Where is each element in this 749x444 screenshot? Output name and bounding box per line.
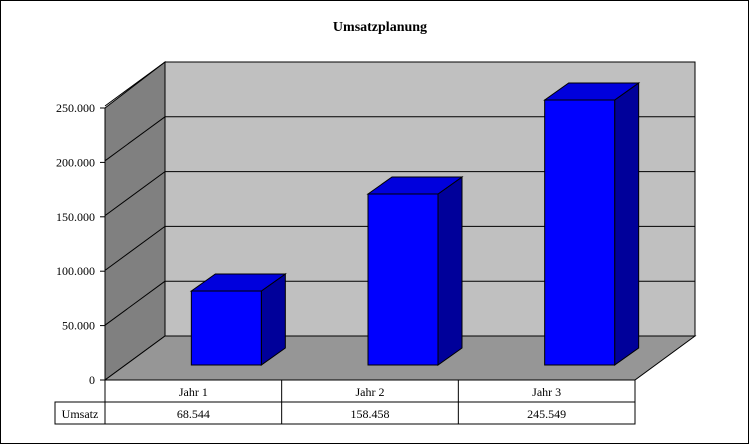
bar-front: [190, 290, 262, 366]
data-label: 68.544: [177, 407, 210, 421]
x-tick-label: Jahr 3: [532, 385, 561, 399]
table-row-label: Umsatz: [62, 407, 99, 421]
gridline-side: [104, 61, 166, 107]
gridline-side: [104, 280, 166, 326]
bar-side: [437, 176, 463, 366]
y-tick-label: 100.000: [56, 264, 95, 278]
data-label: 245.549: [527, 407, 566, 421]
bars: [189, 82, 641, 366]
y-tick-label: 150.000: [56, 210, 95, 224]
bar-front: [367, 193, 439, 366]
gridline-side: [104, 225, 166, 271]
x-tick-label: Jahr 1: [179, 385, 208, 399]
data-label: 158.458: [351, 407, 390, 421]
y-tick-label: 200.000: [56, 155, 95, 169]
chart-title: Umsatzplanung: [333, 20, 427, 35]
y-axis: 0 50.000 100.000 150.000 200.000 250.000: [56, 101, 105, 387]
bar-side: [614, 82, 640, 366]
bar: [366, 176, 464, 366]
data-table: Jahr 1 Jahr 2 Jahr 3 Umsatz 68.544 158.458 245…: [54, 379, 636, 425]
gridline-side: [104, 116, 166, 162]
gridline-side: [104, 171, 166, 217]
bar: [543, 82, 641, 366]
value-row: [54, 401, 636, 425]
y-tick-label: 50.000: [62, 319, 95, 333]
y-tick-label: 0: [89, 373, 95, 387]
bar-front: [544, 99, 616, 366]
x-tick-label: Jahr 2: [356, 385, 385, 399]
bar: [189, 273, 287, 366]
side-wall: [104, 60, 166, 381]
y-tick-label: 250.000: [56, 101, 95, 115]
